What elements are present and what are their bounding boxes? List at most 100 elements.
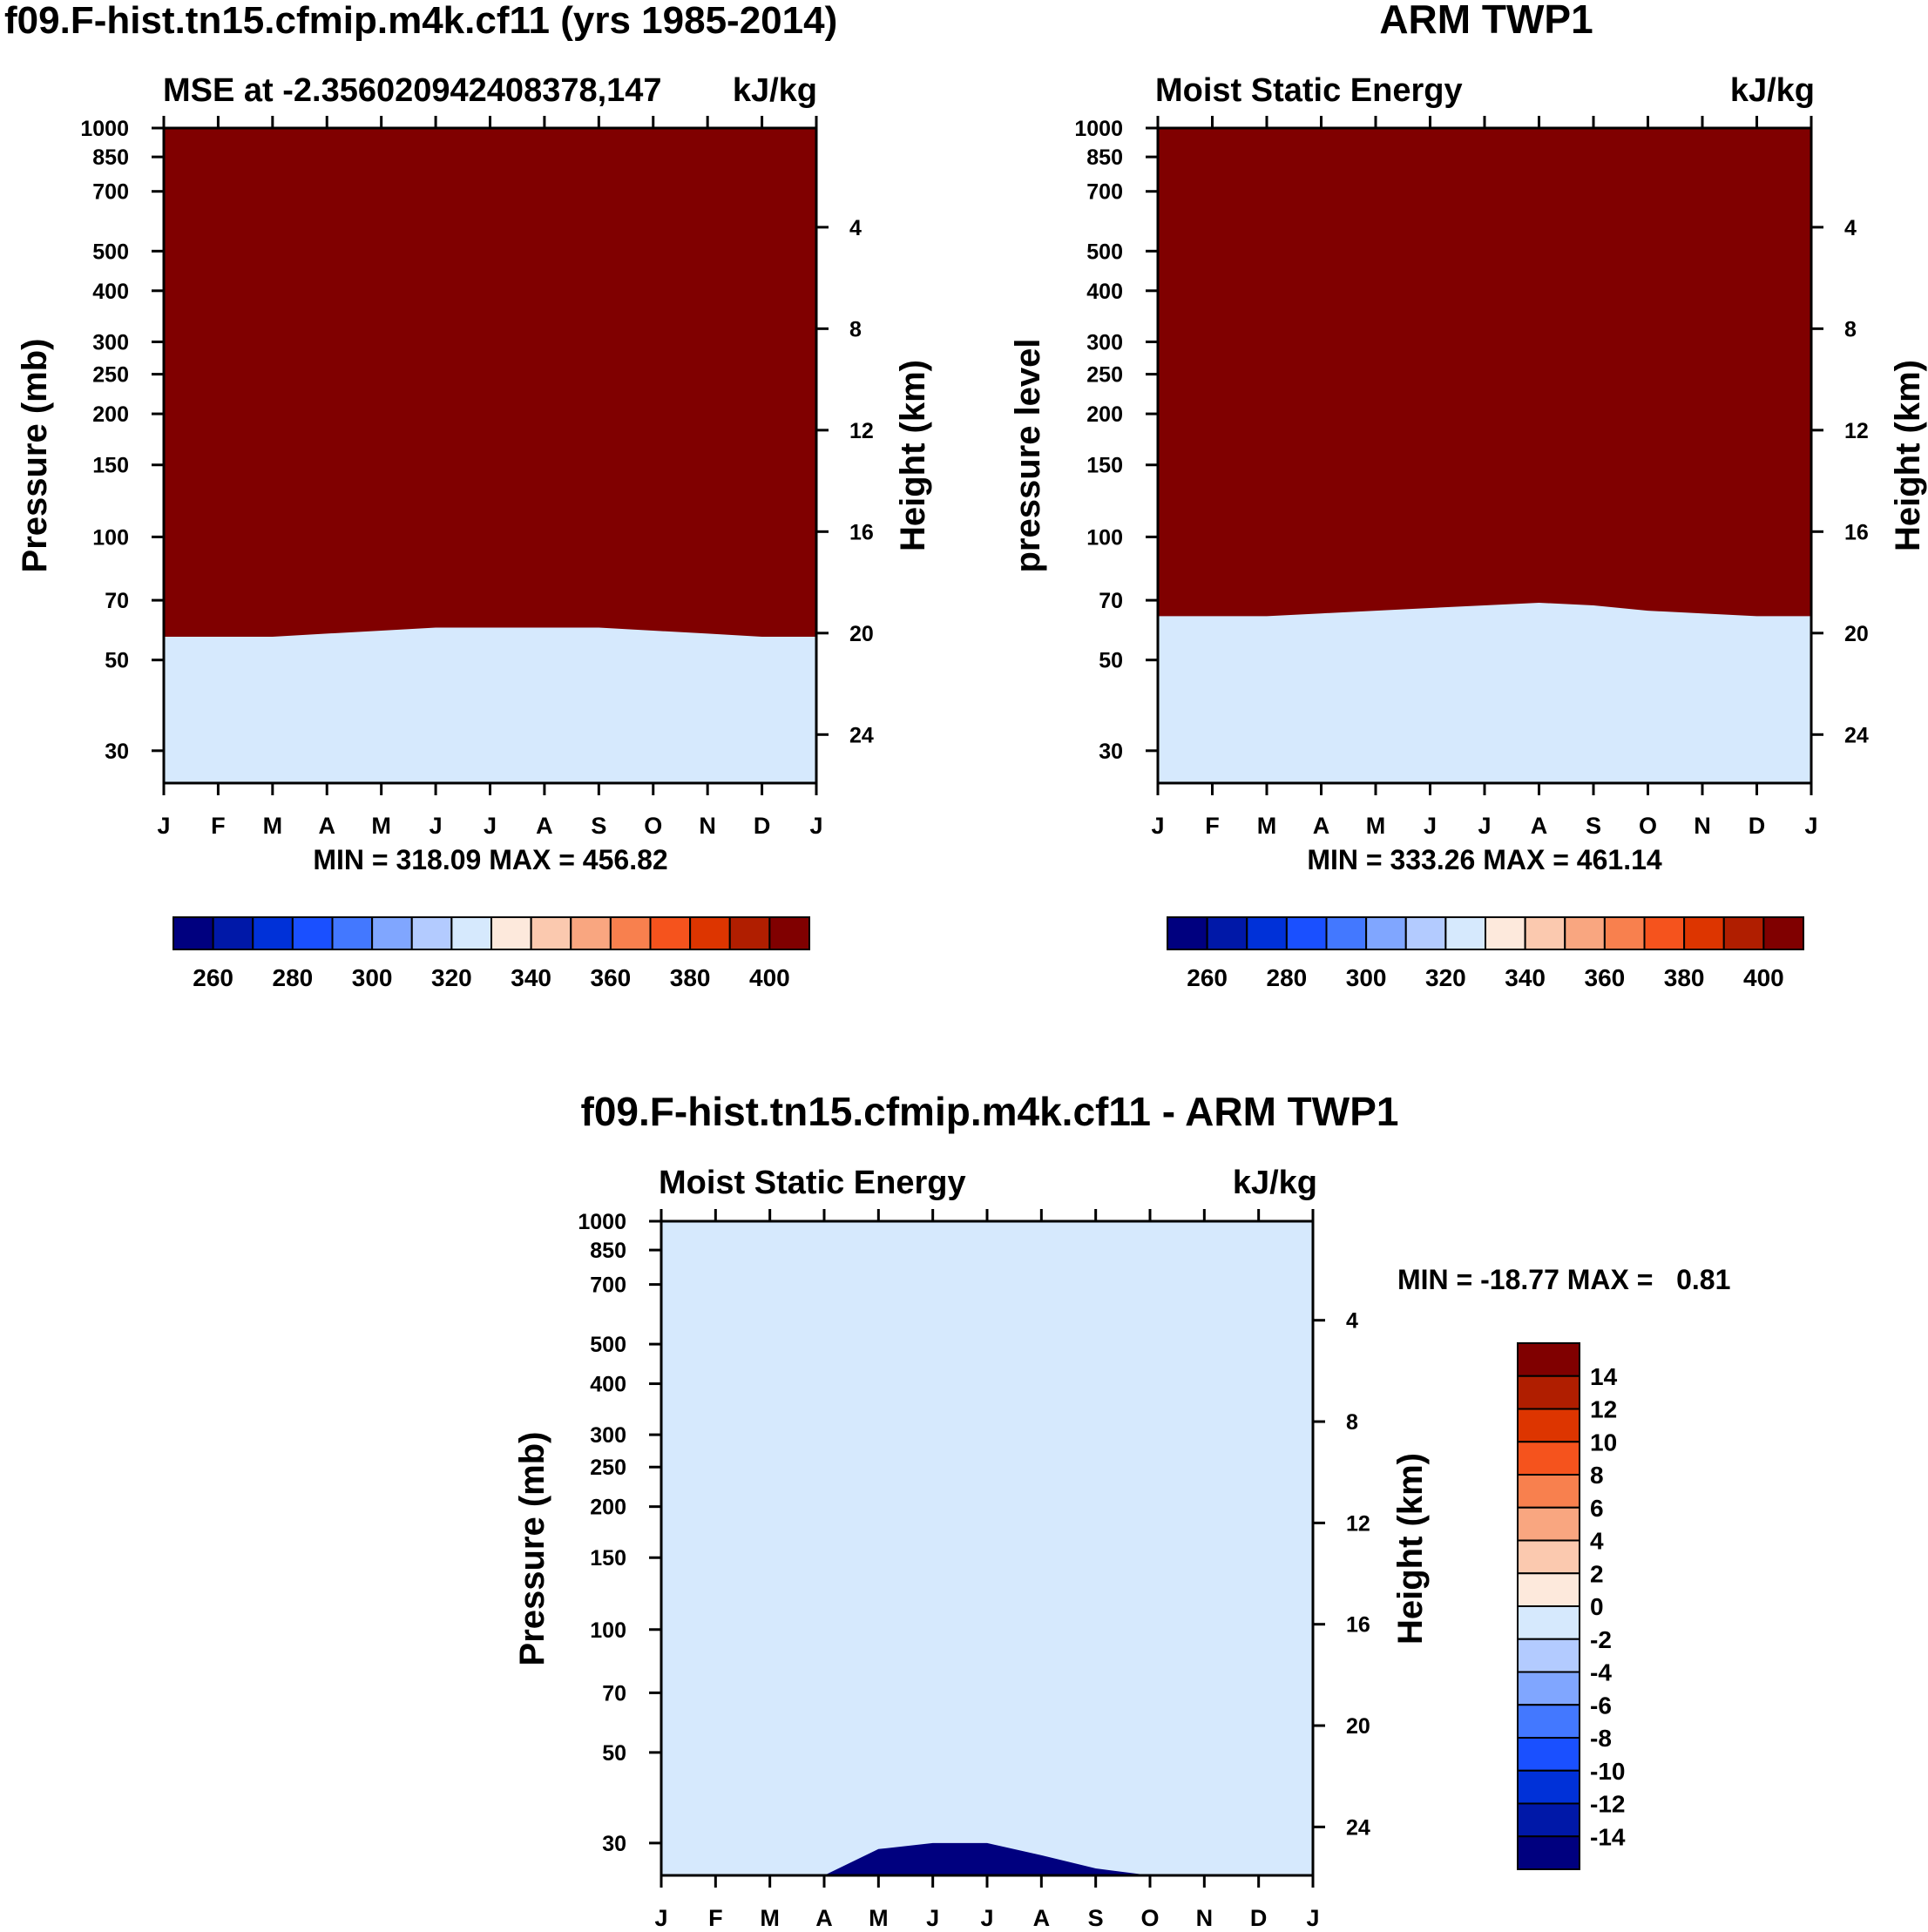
x-tick-label: F: [708, 1905, 723, 1931]
height-tick-label: 12: [1844, 419, 1869, 443]
x-tick-label: M: [869, 1905, 889, 1931]
colorbar-swatch: [768, 916, 810, 950]
colorbar-swatch: [450, 916, 492, 950]
y-tick-label: 850: [1086, 145, 1123, 170]
height-tick-label: 24: [1844, 723, 1869, 747]
colorbar-label: -4: [1590, 1659, 1612, 1686]
colorbar-swatch: [1517, 1737, 1580, 1772]
y-tick-label: 400: [1086, 280, 1123, 304]
colorbar-label: 4: [1590, 1528, 1604, 1555]
height-tick-label: 24: [1346, 1815, 1370, 1840]
panel-obs-units: kJ/kg: [1730, 72, 1815, 109]
colorbar-swatch: [1517, 1375, 1580, 1410]
colorbar-swatch: [1517, 1802, 1580, 1838]
x-tick-label: N: [1196, 1905, 1214, 1931]
y-tick-label: 700: [590, 1273, 626, 1298]
x-tick-label: J: [809, 813, 822, 839]
height-tick-label: 16: [1346, 1613, 1370, 1638]
x-tick-label: M: [1366, 813, 1386, 839]
x-tick-label: J: [980, 1905, 993, 1931]
x-tick-label: J: [1804, 813, 1817, 839]
colorbar-swatch: [1643, 916, 1686, 950]
panel-diff: f09.F-hist.tn15.cfmip.m4k.cf11 - ARM TWP…: [513, 1089, 1730, 1931]
y-tick-label: 30: [1099, 740, 1123, 764]
y-tick-label: 100: [1086, 525, 1123, 550]
x-tick-label: J: [430, 813, 443, 839]
colorbar-swatch: [212, 916, 254, 950]
y-tick-label: 70: [105, 589, 129, 613]
x-tick-label: N: [699, 813, 716, 839]
colorbar-swatch: [1517, 1638, 1580, 1673]
x-tick-label: M: [760, 1905, 780, 1931]
colorbar-swatch: [1517, 1474, 1580, 1509]
colorbar-swatch: [1517, 1605, 1580, 1640]
colorbar-swatch: [490, 916, 532, 950]
panel-model-title: f09.F-hist.tn15.cfmip.m4k.cf11 (yrs 1985…: [4, 0, 837, 42]
y-tick-label: 30: [105, 740, 129, 764]
y-tick-label: 850: [590, 1239, 626, 1263]
panel-diff-ylabel: Pressure (mb): [513, 1432, 551, 1666]
panel-diff-units: kJ/kg: [1233, 1165, 1317, 1201]
panel-model-left-label: MSE at -2.356020942408378,147: [163, 72, 662, 109]
colorbar-label: 8: [1590, 1462, 1604, 1489]
y-tick-label: 50: [1099, 649, 1123, 673]
colorbar-swatch: [1444, 916, 1486, 950]
colorbar-label: 360: [1585, 964, 1626, 991]
colorbar-label: 400: [1743, 964, 1784, 991]
colorbar-label: -10: [1590, 1758, 1625, 1785]
colorbar-swatch: [173, 916, 214, 950]
colorbar-swatch: [1285, 916, 1328, 950]
y-tick-label: 250: [1086, 363, 1123, 388]
colorbar-label: 300: [352, 964, 393, 991]
panel-model-units: kJ/kg: [733, 72, 817, 109]
colorbar-label: -14: [1590, 1823, 1626, 1850]
colorbar-swatch: [252, 916, 294, 950]
x-tick-label: S: [591, 813, 606, 839]
panel-obs-plot: J F M A M J J A S O N D J 30 50 70 100 150 200 250 300 400 500…: [1074, 116, 1869, 839]
x-tick-label: J: [1424, 813, 1437, 839]
x-tick-label: A: [1531, 813, 1548, 839]
y-tick-label: 400: [590, 1373, 626, 1397]
colorbar-label: 260: [1187, 964, 1228, 991]
colorbar-swatch: [609, 916, 652, 950]
colorbar-swatch: [1517, 1539, 1580, 1575]
colorbar-swatch: [649, 916, 692, 950]
x-tick-label: M: [1257, 813, 1277, 839]
colorbar-label: 380: [1664, 964, 1705, 991]
x-tick-label: D: [754, 813, 771, 839]
panel-diff-title: f09.F-hist.tn15.cfmip.m4k.cf11 - ARM TWP…: [581, 1089, 1399, 1134]
colorbar-label: 10: [1590, 1429, 1617, 1456]
y-tick-label: 300: [590, 1423, 626, 1448]
y-tick-label: 70: [602, 1681, 626, 1706]
height-tick-label: 20: [1844, 622, 1869, 646]
y-tick-label: 400: [92, 280, 129, 304]
colorbar-swatch: [1246, 916, 1288, 950]
panel-model-colorbar: 260 280 300 320 340 360 380 400: [173, 916, 810, 991]
x-tick-label: D: [1250, 1905, 1268, 1931]
colorbar-swatch: [1524, 916, 1566, 950]
colorbar-label: 320: [1425, 964, 1466, 991]
x-tick-label: J: [1478, 813, 1491, 839]
height-tick-label: 4: [1346, 1309, 1358, 1334]
y-tick-label: 150: [590, 1546, 626, 1571]
colorbar-swatch: [1517, 1408, 1580, 1443]
panel-model-stats: MIN = 318.09 MAX = 456.82: [313, 844, 667, 875]
colorbar-swatch: [371, 916, 413, 950]
x-tick-label: A: [1033, 1905, 1051, 1931]
colorbar-swatch: [1517, 1441, 1580, 1476]
colorbar-swatch: [1404, 916, 1447, 950]
x-tick-label: A: [319, 813, 336, 839]
panel-diff-left-label: Moist Static Energy: [659, 1165, 966, 1201]
colorbar-label: 14: [1590, 1363, 1618, 1390]
colorbar-label: -8: [1590, 1725, 1612, 1752]
colorbar-swatch: [1762, 916, 1804, 950]
panel-model-plot: J F M A M J J A S O N D J 30 50 70 100 150 200 250 300 400 500…: [80, 116, 874, 839]
height-tick-label: 12: [849, 419, 874, 443]
panel-model: f09.F-hist.tn15.cfmip.m4k.cf11 (yrs 1985…: [4, 0, 932, 991]
y-tick-label: 500: [92, 240, 129, 264]
colorbar-label: 280: [273, 964, 314, 991]
colorbar-swatch: [1517, 1835, 1580, 1870]
y-tick-label: 100: [590, 1618, 626, 1643]
x-tick-label: S: [1586, 813, 1601, 839]
y-tick-label: 700: [92, 180, 129, 205]
